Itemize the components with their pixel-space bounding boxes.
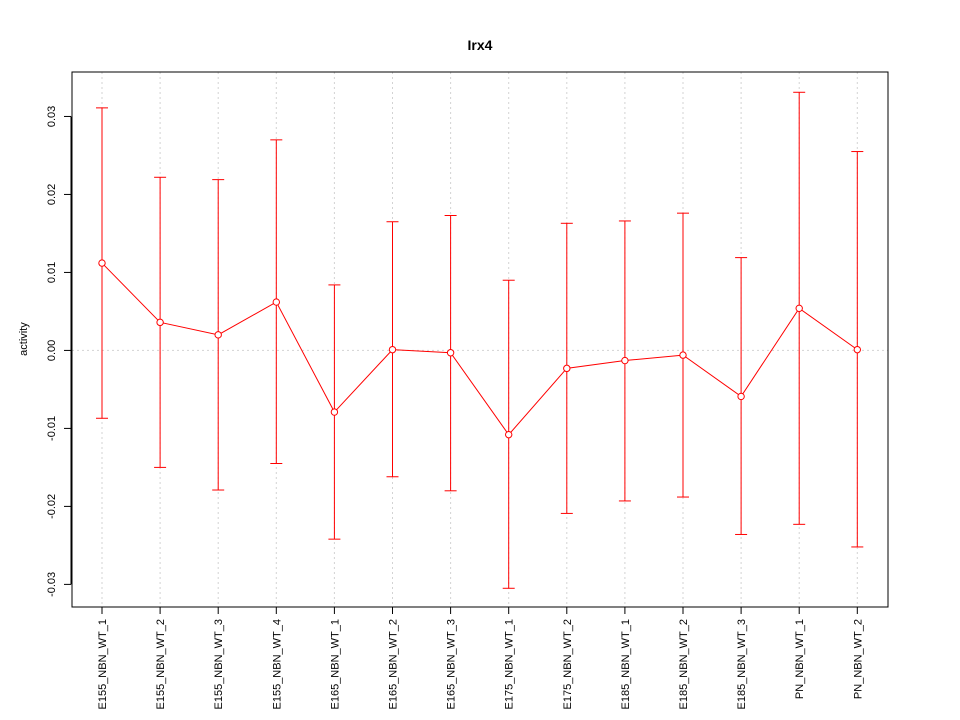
y-tick-label: 0.01 bbox=[46, 262, 58, 283]
data-point bbox=[214, 331, 222, 339]
y-axis-label: activity bbox=[18, 322, 30, 356]
data-point bbox=[446, 349, 455, 357]
data-point bbox=[98, 259, 106, 267]
x-tick-label: E185_NBN_WT_3 bbox=[736, 619, 748, 710]
data-point bbox=[156, 318, 164, 327]
data-point bbox=[272, 298, 280, 306]
series-line bbox=[101, 262, 858, 436]
y-tick-label: 0.00 bbox=[46, 340, 58, 361]
x-tick-label: E185_NBN_WT_1 bbox=[620, 619, 632, 710]
x-tick-label: E165_NBN_WT_2 bbox=[388, 619, 400, 710]
y-axis: -0.03 -0.02 -0.01 0.00 0.01 0.02 0.03 bbox=[46, 106, 72, 597]
x-tick-label: E155_NBN_WT_4 bbox=[271, 619, 283, 710]
x-tick-label: PN_NBN_WT_2 bbox=[852, 619, 864, 699]
plot-frame bbox=[71, 71, 889, 608]
data-point bbox=[679, 351, 687, 359]
data-point bbox=[505, 430, 513, 439]
y-tick-label: -0.03 bbox=[46, 572, 58, 597]
x-tick-label: PN_NBN_WT_1 bbox=[794, 619, 806, 699]
series-polyline bbox=[101, 262, 858, 436]
x-tick-label: E155_NBN_WT_1 bbox=[97, 619, 109, 710]
x-tick-label: E175_NBN_WT_2 bbox=[562, 619, 574, 710]
data-point bbox=[853, 345, 861, 354]
data-point bbox=[563, 364, 571, 373]
error-bars bbox=[96, 91, 864, 589]
data-point bbox=[737, 392, 745, 401]
data-points bbox=[98, 259, 861, 439]
x-tick-label: E185_NBN_WT_2 bbox=[678, 619, 690, 710]
y-tick-label: 0.03 bbox=[46, 106, 58, 127]
x-axis: E155_NBN_WT_1 E155_NBN_WT_2 E155_NBN_WT_3 E… bbox=[97, 606, 864, 710]
chart-title: Irx4 bbox=[468, 37, 493, 53]
y-tick-label: -0.02 bbox=[46, 494, 58, 519]
data-point bbox=[388, 345, 397, 354]
x-tick-label: E165_NBN_WT_1 bbox=[329, 619, 341, 710]
data-point bbox=[795, 304, 803, 313]
x-tick-label: E175_NBN_WT_1 bbox=[504, 619, 516, 710]
y-tick-label: 0.02 bbox=[46, 184, 58, 205]
grid-lines bbox=[72, 72, 888, 607]
data-point bbox=[621, 356, 629, 365]
x-tick-label: E155_NBN_WT_3 bbox=[213, 619, 225, 710]
x-tick-label: E165_NBN_WT_3 bbox=[446, 619, 458, 710]
x-tick-label: E155_NBN_WT_2 bbox=[155, 619, 167, 710]
y-tick-label: -0.01 bbox=[46, 416, 58, 441]
data-point bbox=[330, 408, 339, 416]
